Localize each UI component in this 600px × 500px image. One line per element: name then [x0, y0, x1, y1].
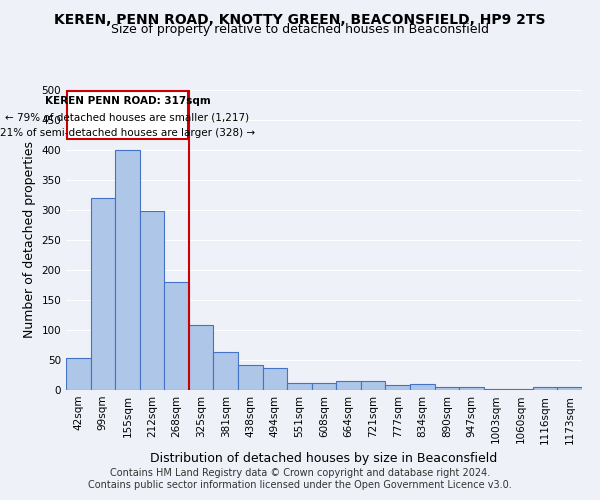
Bar: [459, 387, 484, 390]
Bar: [533, 387, 557, 390]
Bar: [164, 282, 189, 390]
Y-axis label: Number of detached properties: Number of detached properties: [23, 142, 36, 338]
Bar: [557, 387, 582, 390]
Bar: [263, 368, 287, 390]
Text: KEREN PENN ROAD: 317sqm: KEREN PENN ROAD: 317sqm: [44, 96, 211, 106]
Bar: [214, 352, 238, 390]
Bar: [287, 383, 312, 390]
Bar: [115, 150, 140, 390]
Bar: [91, 198, 115, 390]
X-axis label: Distribution of detached houses by size in Beaconsfield: Distribution of detached houses by size …: [151, 452, 497, 465]
Bar: [410, 384, 434, 390]
Bar: [312, 383, 336, 390]
Bar: [66, 358, 91, 390]
Bar: [484, 389, 508, 390]
Text: KEREN, PENN ROAD, KNOTTY GREEN, BEACONSFIELD, HP9 2TS: KEREN, PENN ROAD, KNOTTY GREEN, BEACONSF…: [54, 12, 546, 26]
Bar: [67, 91, 188, 139]
Bar: [361, 381, 385, 390]
Bar: [336, 381, 361, 390]
Bar: [434, 387, 459, 390]
Text: Size of property relative to detached houses in Beaconsfield: Size of property relative to detached ho…: [111, 22, 489, 36]
Text: Contains public sector information licensed under the Open Government Licence v3: Contains public sector information licen…: [88, 480, 512, 490]
Bar: [385, 384, 410, 390]
Text: ← 79% of detached houses are smaller (1,217): ← 79% of detached houses are smaller (1,…: [5, 112, 250, 122]
Bar: [238, 366, 263, 390]
Bar: [189, 325, 214, 390]
Text: 21% of semi-detached houses are larger (328) →: 21% of semi-detached houses are larger (…: [0, 128, 255, 138]
Text: Contains HM Land Registry data © Crown copyright and database right 2024.: Contains HM Land Registry data © Crown c…: [110, 468, 490, 477]
Bar: [140, 211, 164, 390]
